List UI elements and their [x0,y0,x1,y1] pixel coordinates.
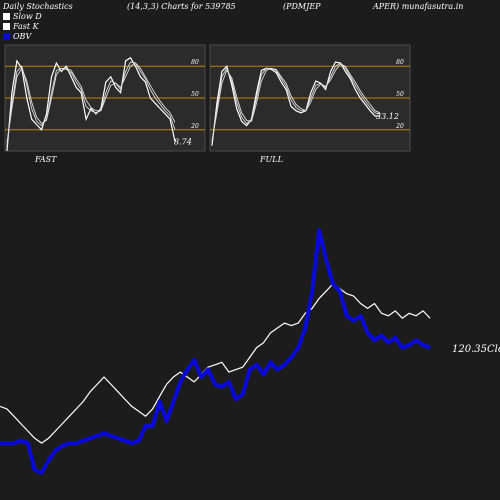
fast-series-line-1 [6,56,176,152]
legend-label-slow-d: Slow D [13,12,42,21]
header-params: (14,3,3) Charts for 539785 [127,2,236,11]
full-panel-title: FULL [259,155,283,164]
fast-series-line-2 [6,61,176,146]
header-symbol-part1: (PDMJEP [283,2,321,11]
legend-fast-k: Fast K [3,22,39,31]
full-series-line-3 [211,63,381,141]
legend-label-fast-k: Fast K [13,22,39,31]
obv-line [0,228,431,475]
legend-slow-d: Slow D [3,12,42,21]
legend-label-obv: OBV [13,32,32,41]
full-last-value-label: 33.12 [376,112,399,121]
full-series-line-2 [211,62,381,143]
fast-panel-title: FAST [34,155,57,164]
fast-level-label-50: 50 [191,91,199,98]
full-level-label-20: 20 [395,123,404,130]
legend-obv: OBV [3,32,31,41]
fast-level-label-20: 20 [190,123,199,130]
fast-level-label-80: 80 [191,59,199,66]
fast-last-value-label: 8.74 [174,137,192,146]
price-close-line [0,283,431,444]
legend-swatch-slow-d [3,13,10,20]
full-level-label-80: 80 [396,59,404,66]
header-symbol-part2: APER) munafasutra.in [373,2,464,11]
fast-series-line-3 [6,62,176,143]
legend-swatch-fast-k [3,23,10,30]
full-level-label-50: 50 [396,91,404,98]
header-title: Daily Stochastics [3,2,73,11]
legend-swatch-obv [3,33,10,40]
close-value-label: 120.35Close [452,344,500,355]
full-series-line-1 [211,61,380,146]
